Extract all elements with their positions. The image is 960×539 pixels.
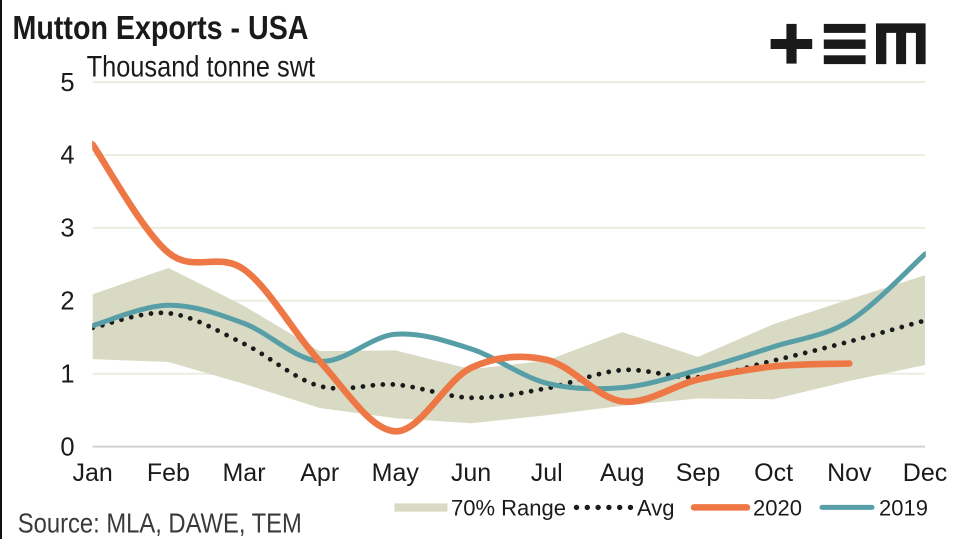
svg-text:2020: 2020 bbox=[753, 496, 802, 521]
svg-text:Jan: Jan bbox=[73, 459, 113, 487]
svg-text:Avg: Avg bbox=[637, 496, 675, 521]
svg-text:Sep: Sep bbox=[676, 459, 720, 487]
svg-text:Feb: Feb bbox=[147, 459, 190, 487]
svg-text:Source: MLA, DAWE, TEM: Source: MLA, DAWE, TEM bbox=[18, 507, 302, 538]
svg-text:Mar: Mar bbox=[222, 459, 265, 487]
svg-text:70% Range: 70% Range bbox=[451, 496, 566, 521]
svg-text:4: 4 bbox=[60, 142, 74, 170]
svg-text:Oct: Oct bbox=[754, 459, 793, 487]
svg-text:Aug: Aug bbox=[600, 459, 644, 487]
svg-text:Dec: Dec bbox=[903, 459, 947, 487]
svg-text:3: 3 bbox=[60, 215, 74, 243]
svg-text:Nov: Nov bbox=[827, 459, 872, 487]
svg-text:Jul: Jul bbox=[531, 459, 563, 487]
svg-text:Jun: Jun bbox=[451, 459, 491, 487]
svg-text:May: May bbox=[372, 459, 420, 487]
svg-text:0: 0 bbox=[60, 433, 74, 461]
svg-text:2: 2 bbox=[60, 288, 74, 316]
svg-text:Thousand tonne swt: Thousand tonne swt bbox=[87, 51, 316, 84]
svg-text:5: 5 bbox=[60, 69, 74, 97]
svg-text:1: 1 bbox=[60, 360, 74, 388]
svg-text:Mutton Exports - USA: Mutton Exports - USA bbox=[13, 9, 309, 46]
svg-text:Apr: Apr bbox=[300, 459, 339, 487]
svg-text:2019: 2019 bbox=[879, 496, 928, 521]
